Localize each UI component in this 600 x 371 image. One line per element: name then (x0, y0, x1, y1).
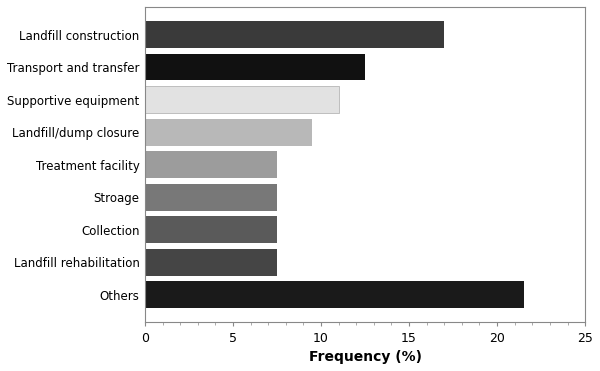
Bar (145, 54, 365, 81)
Bar (145, 86, 338, 113)
Bar (145, 184, 277, 211)
Bar (145, 21, 444, 48)
X-axis label: Frequency (%): Frequency (%) (308, 350, 422, 364)
Bar (145, 216, 277, 243)
Bar (145, 119, 312, 145)
Bar (145, 249, 277, 276)
Bar (145, 151, 277, 178)
Bar (145, 282, 524, 308)
